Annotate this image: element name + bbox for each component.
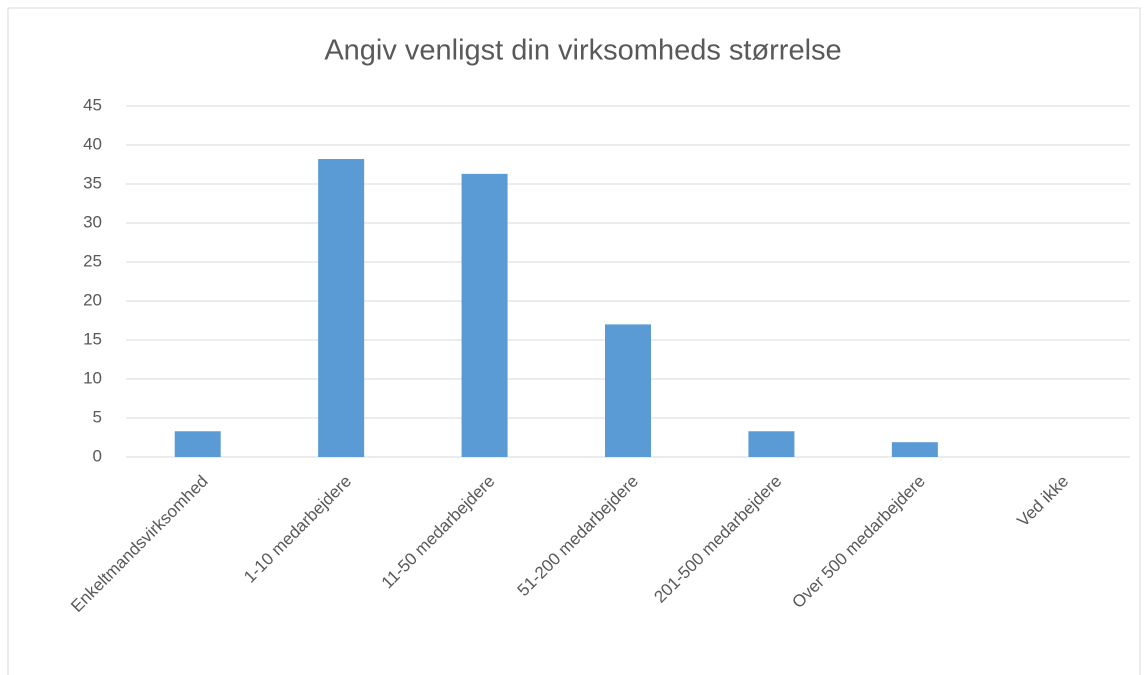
- bar: [891, 442, 938, 457]
- y-tick-label: 20: [83, 290, 102, 309]
- bar: [174, 431, 221, 457]
- bar: [748, 431, 795, 457]
- y-tick-label: 0: [93, 446, 102, 465]
- y-tick-label: 25: [83, 251, 102, 270]
- chart-title: Angiv venligst din virksomheds størrelse: [324, 35, 841, 67]
- bar: [461, 173, 508, 458]
- y-tick-label: 40: [83, 134, 102, 153]
- bar: [318, 159, 365, 458]
- y-tick-label: 5: [93, 407, 102, 426]
- y-tick-label: 35: [83, 173, 102, 192]
- y-tick-label: 10: [83, 368, 102, 387]
- y-tick-label: 30: [83, 212, 102, 231]
- chart-frame: [7, 7, 1141, 675]
- bar: [605, 324, 651, 457]
- y-tick-label: 45: [83, 95, 102, 114]
- y-tick-label: 15: [83, 329, 102, 348]
